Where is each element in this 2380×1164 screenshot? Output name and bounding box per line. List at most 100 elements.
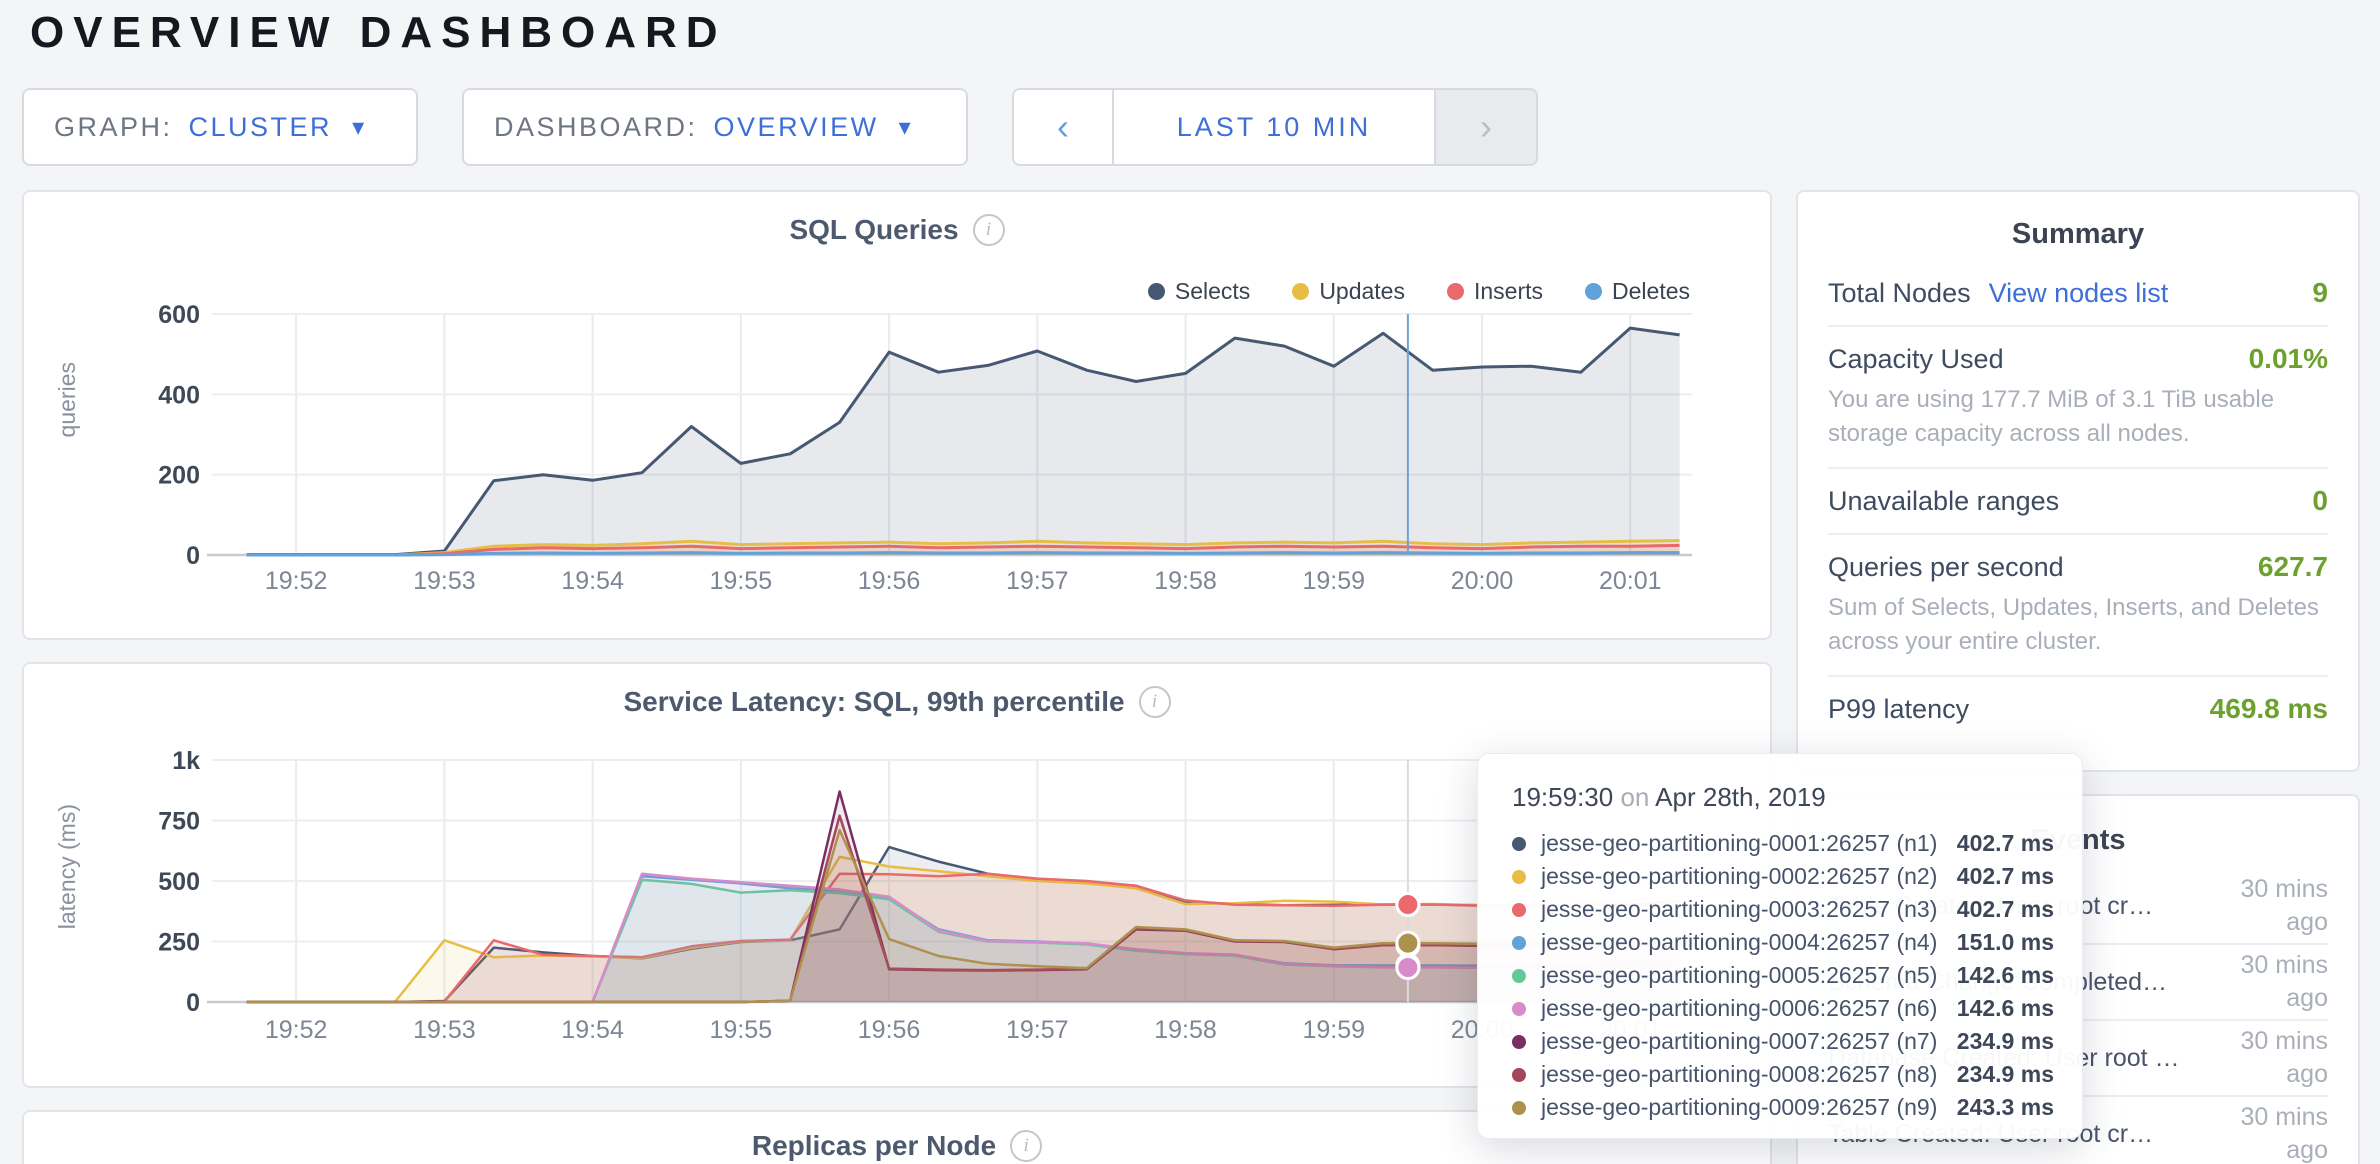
tooltip-row: jesse-geo-partitioning-0006:26257 (n6) 14… [1512,992,2054,1025]
summary-panel: Summary Total Nodes View nodes list 9 Ca… [1796,190,2360,772]
svg-text:1k: 1k [172,747,200,775]
graph-dropdown[interactable]: GRAPH: CLUSTER ▾ [22,88,418,166]
svg-text:19:58: 19:58 [1154,567,1217,595]
time-window-next-button[interactable]: › [1436,90,1536,164]
node-name: jesse-geo-partitioning-0003:26257 (n3) [1541,896,1938,922]
chevron-right-icon: › [1480,106,1492,147]
tooltip-timestamp: 19:59:30 on Apr 28th, 2019 [1512,782,2054,813]
node-latency-value: 151.0 ms [1956,929,2054,955]
summary-row-total-nodes: Total Nodes View nodes list 9 [1828,261,2328,327]
legend-item-selects[interactable]: Selects [1147,278,1251,305]
svg-text:19:59: 19:59 [1302,1016,1365,1044]
node-latency-value: 402.7 ms [1956,896,2054,922]
node-latency-value: 234.9 ms [1956,1028,2054,1054]
replicas-per-node-title: Replicas per Node [751,1130,997,1161]
summary-row-p99-latency: P99 latency 469.8 ms [1828,677,2328,741]
legend-dot [1446,283,1464,300]
svg-text:19:53: 19:53 [413,567,476,595]
tooltip-row: jesse-geo-partitioning-0007:26257 (n7) 23… [1512,1025,2054,1058]
node-color-dot [1512,836,1526,851]
node-color-dot [1512,869,1526,884]
replicas-title-row: Replicas per Node i [24,1130,1770,1162]
node-color-dot [1512,968,1526,983]
legend-item-deletes[interactable]: Deletes [1585,278,1690,305]
svg-text:500: 500 [158,868,200,896]
svg-text:19:55: 19:55 [710,1016,773,1044]
legend-dot [1292,283,1310,300]
node-name: jesse-geo-partitioning-0004:26257 (n4) [1541,929,1938,955]
view-nodes-list-link[interactable]: View nodes list [1988,278,2169,308]
svg-text:250: 250 [158,929,200,957]
unavailable-ranges-value: 0 [2312,485,2328,516]
svg-text:600: 600 [158,301,200,329]
latency-hover-tooltip: 19:59:30 on Apr 28th, 2019 jesse-geo-par… [1477,753,2083,1139]
legend-dot [1147,283,1165,300]
dashboard-dropdown[interactable]: DASHBOARD: OVERVIEW ▾ [462,88,968,166]
sql-queries-chart[interactable]: 19:52 19:53 19:54 19:55 19:56 19:57 19:58 19:59… [24,192,1774,642]
time-window-label[interactable]: LAST 10 MIN [1114,90,1436,164]
node-latency-value: 234.9 ms [1956,1061,2054,1087]
service-latency-title: Service Latency: SQL, 99th percentile [623,686,1125,717]
legend-dot [1585,283,1603,300]
info-icon[interactable]: i [1138,686,1171,718]
node-latency-value: 142.6 ms [1956,962,2054,988]
info-icon[interactable]: i [972,214,1005,246]
node-color-dot [1512,935,1526,950]
tooltip-node-rows: jesse-geo-partitioning-0001:26257 (n1) 40… [1512,827,2054,1124]
svg-text:0: 0 [186,989,200,1017]
p99-latency-label: P99 latency [1828,694,1970,724]
sql-queries-title-row: SQL Queries i [24,214,1770,246]
svg-text:19:56: 19:56 [858,1016,921,1044]
node-name: jesse-geo-partitioning-0006:26257 (n6) [1541,995,1938,1021]
tooltip-row: jesse-geo-partitioning-0005:26257 (n5) 14… [1512,959,2054,992]
legend-item-inserts[interactable]: Inserts [1446,278,1543,305]
capacity-used-description: You are using 177.7 MiB of 3.1 TiB usabl… [1828,386,2275,447]
total-nodes-label: Total Nodes [1828,278,1971,308]
svg-text:19:59: 19:59 [1302,567,1365,595]
svg-text:200: 200 [158,462,200,490]
node-color-dot [1512,1034,1526,1049]
summary-row-queries-per-second: Queries per second 627.7 Sum of Selects,… [1828,535,2328,677]
node-name: jesse-geo-partitioning-0001:26257 (n1) [1541,830,1938,856]
svg-text:750: 750 [158,808,200,836]
event-time-ago: 30 mins ago [2240,1103,2328,1164]
summary-row-unavailable-ranges: Unavailable ranges 0 [1828,469,2328,535]
tooltip-row: jesse-geo-partitioning-0004:26257 (n4) 15… [1512,926,2054,959]
service-latency-chart[interactable]: 19:52 19:53 19:54 19:55 19:56 19:57 19:58 19:59… [24,664,1774,1090]
node-color-dot [1512,1100,1526,1115]
svg-text:19:57: 19:57 [1006,567,1069,595]
svg-text:19:52: 19:52 [265,567,328,595]
tooltip-row: jesse-geo-partitioning-0002:26257 (n2) 40… [1512,860,2054,893]
tooltip-date: Apr 28th, 2019 [1655,782,1826,812]
tooltip-on: on [1620,782,1650,812]
dashboard-dropdown-value: OVERVIEW [713,111,879,142]
node-latency-value: 243.3 ms [1956,1094,2054,1120]
svg-text:19:55: 19:55 [710,567,773,595]
capacity-used-value: 0.01% [2248,343,2328,374]
tooltip-row: jesse-geo-partitioning-0001:26257 (n1) 40… [1512,827,2054,860]
info-icon[interactable]: i [1010,1130,1043,1162]
node-color-dot [1512,1067,1526,1082]
tooltip-row: jesse-geo-partitioning-0009:26257 (n9) 24… [1512,1091,2054,1124]
summary-title: Summary [2011,218,2145,250]
svg-text:19:54: 19:54 [561,1016,624,1044]
svg-text:400: 400 [158,381,200,409]
legend-label: Selects [1174,278,1251,304]
page-title: OVERVIEW DASHBOARD [30,8,727,57]
svg-text:19:53: 19:53 [413,1016,476,1044]
event-time-ago: 30 mins ago [2240,1027,2328,1088]
chevron-down-icon: ▾ [898,113,911,141]
node-latency-value: 142.6 ms [1956,995,2054,1021]
legend-item-updates[interactable]: Updates [1292,278,1405,305]
node-latency-value: 402.7 ms [1956,830,2054,856]
event-time-ago: 30 mins ago [2240,951,2328,1012]
svg-text:0: 0 [186,542,200,570]
svg-text:20:00: 20:00 [1451,567,1514,595]
legend-label: Deletes [1612,278,1690,304]
node-name: jesse-geo-partitioning-0008:26257 (n8) [1541,1061,1938,1087]
event-row[interactable]: Table Created: User root cr…30 mins ago [1828,1097,2328,1164]
svg-text:19:58: 19:58 [1154,1016,1217,1044]
node-color-dot [1512,1001,1526,1016]
chevron-left-icon: ‹ [1057,106,1069,147]
time-window-prev-button[interactable]: ‹ [1014,90,1114,164]
